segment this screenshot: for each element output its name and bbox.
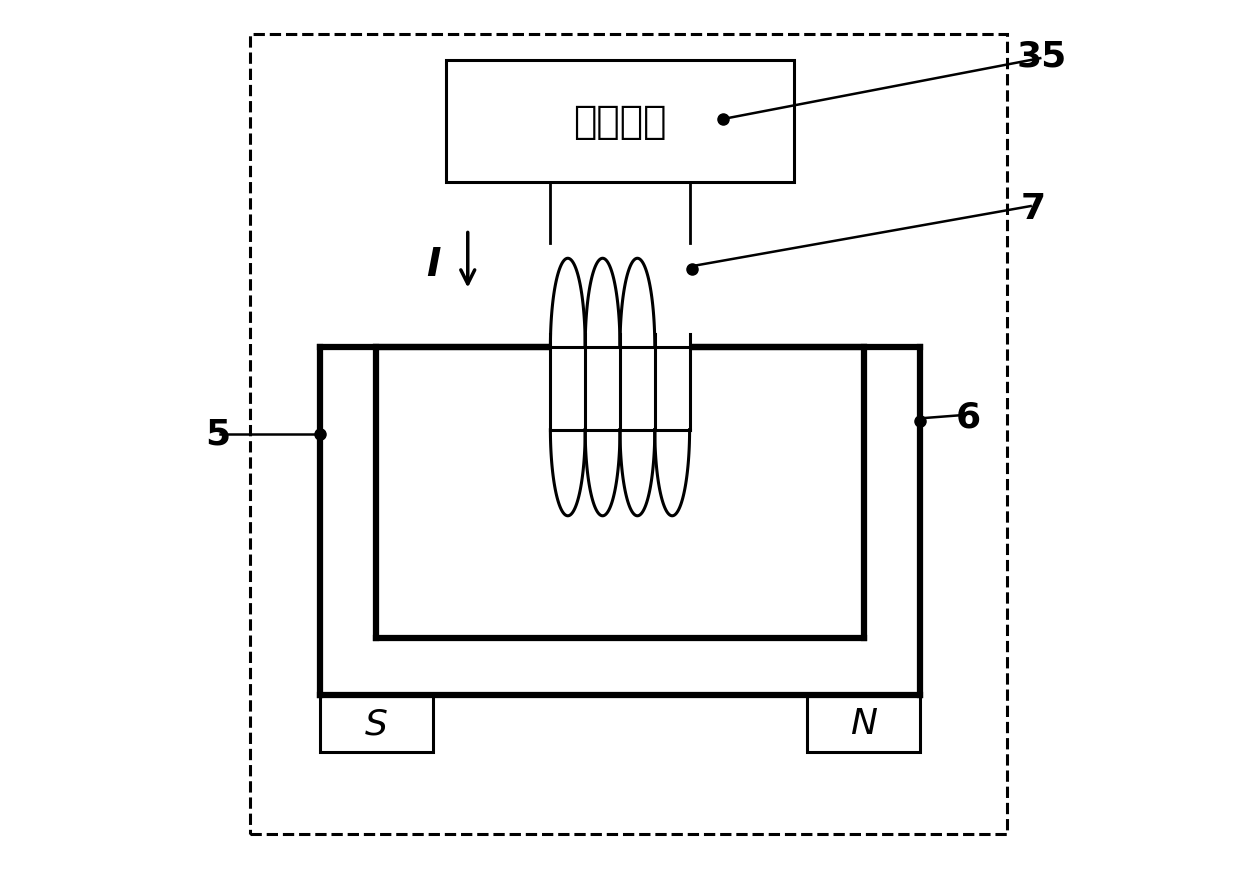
Text: I: I — [425, 246, 440, 284]
Text: 6: 6 — [956, 400, 981, 434]
Text: S: S — [365, 706, 388, 740]
Text: 5: 5 — [206, 417, 231, 452]
Bar — [807, 695, 920, 752]
Bar — [320, 695, 433, 752]
Text: 35: 35 — [1017, 39, 1068, 74]
Text: N: N — [851, 706, 877, 740]
Text: 7: 7 — [1021, 191, 1045, 226]
Bar — [250, 35, 1007, 834]
Text: 直流电源: 直流电源 — [573, 103, 667, 141]
Bar — [446, 61, 794, 182]
